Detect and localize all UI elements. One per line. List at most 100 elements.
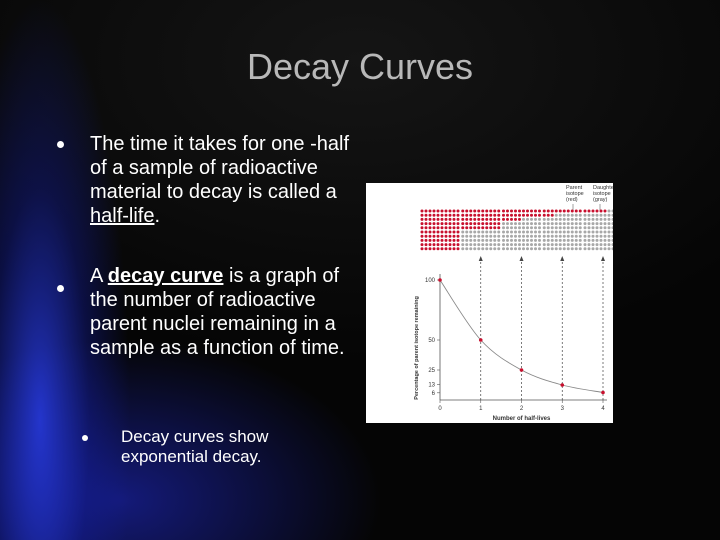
isotope-dot [489,247,493,251]
isotope-dot [469,234,473,238]
isotope-dot [432,213,436,217]
isotope-dot [448,226,452,230]
isotope-dot [497,234,501,238]
data-point [601,390,605,395]
isotope-dot [510,243,513,247]
isotope-dot [473,222,477,226]
isotope-dot [444,243,448,247]
x-tick-label: 1 [479,406,483,412]
isotope-dot [477,213,481,217]
isotope-dot [424,243,428,247]
isotope-dot [583,234,587,238]
isotope-dot [587,247,591,251]
isotope-dot [542,247,546,251]
isotope-dot [444,217,448,221]
isotope-dot [558,226,562,230]
isotope-dot [469,243,473,247]
isotope-dot [607,234,611,238]
isotope-dot [566,213,570,217]
dot-panel [542,209,582,251]
isotope-dot [440,213,444,217]
isotope-dot [477,230,481,234]
isotope-dot [538,209,541,213]
isotope-dot [452,217,456,221]
dot-panel [583,209,613,251]
isotope-dot [481,209,485,213]
isotope-dot [522,217,525,221]
isotope-dot [448,209,452,213]
isotope-dot [530,234,533,238]
isotope-dot [420,213,424,217]
isotope-dot [554,243,558,247]
isotope-dot [424,226,428,230]
isotope-dot [607,243,611,247]
isotope-dot [578,230,582,234]
isotope-dot [456,247,460,251]
isotope-dot [574,247,578,251]
isotope-dot [465,213,469,217]
isotope-dot [428,238,432,242]
isotope-dot [440,209,444,213]
isotope-dot [432,247,436,251]
isotope-dot [436,209,440,213]
isotope-dot [591,209,595,213]
isotope-dot [489,222,493,226]
isotope-dot [461,238,465,242]
isotope-dot [493,222,497,226]
isotope-dot [570,238,574,242]
isotope-dot [546,243,550,247]
isotope-dot [506,209,509,213]
isotope-dot [444,230,448,234]
isotope-dot [546,222,550,226]
isotope-dot [538,238,541,242]
isotope-dot [587,230,591,234]
isotope-dot [574,238,578,242]
x-tick-label: 3 [561,406,565,412]
isotope-dot [510,209,513,213]
isotope-dot [465,222,469,226]
isotope-dot [424,209,428,213]
isotope-dot [481,222,485,226]
bullet-dot [57,285,64,292]
isotope-dot [562,243,566,247]
isotope-dot [469,217,473,221]
isotope-dot [489,209,493,213]
isotope-dot [444,209,448,213]
isotope-dot [546,217,550,221]
legend-label: Daughterisotope(gray) [593,185,613,203]
isotope-dot [607,217,611,221]
isotope-dot [546,238,550,242]
isotope-dot [469,226,473,230]
isotope-dot [546,209,550,213]
isotope-dot [546,247,550,251]
guide-arrow [478,256,483,261]
isotope-dot [436,230,440,234]
isotope-dot [570,230,574,234]
isotope-dot [599,213,603,217]
isotope-dot [526,243,529,247]
isotope-dot [461,230,465,234]
isotope-dot [603,234,607,238]
isotope-dot [477,222,481,226]
isotope-dot [481,213,485,217]
isotope-dot [465,238,469,242]
isotope-dot [469,209,473,213]
isotope-dot [485,230,489,234]
isotope-dot [574,226,578,230]
isotope-dot [440,217,444,221]
isotope-dot [518,247,521,251]
isotope-dot [538,213,541,217]
isotope-dot [444,222,448,226]
isotope-dot [456,222,460,226]
isotope-dot [530,222,533,226]
isotope-dot [436,222,440,226]
isotope-dot [448,234,452,238]
isotope-dot [591,226,595,230]
isotope-dot [420,209,424,213]
isotope-dot [485,226,489,230]
isotope-dot [506,230,509,234]
isotope-dot [534,238,537,242]
isotope-dot [452,238,456,242]
isotope-dot [526,209,529,213]
isotope-dot [428,234,432,238]
